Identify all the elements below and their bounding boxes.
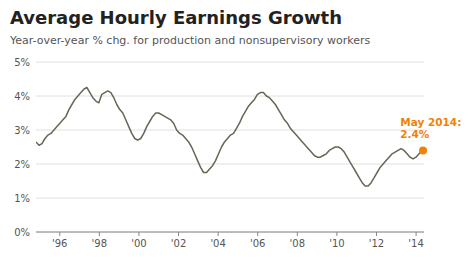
x-tick xyxy=(336,232,337,236)
y-tick-label: 1% xyxy=(14,193,30,204)
line xyxy=(36,88,422,187)
x-tick-label: '02 xyxy=(171,238,186,249)
y-tick-label: 0% xyxy=(14,227,30,238)
annotation-line: May 2014: xyxy=(400,116,461,128)
x-tick xyxy=(257,232,258,236)
x-tick-label: '04 xyxy=(210,238,225,249)
x-tick xyxy=(376,232,377,236)
grid-line xyxy=(36,232,424,233)
x-tick xyxy=(138,232,139,236)
grid-line xyxy=(36,198,424,199)
x-tick xyxy=(218,232,219,236)
chart: Average Hourly Earnings Growth Year-over-… xyxy=(0,0,474,260)
grid-line xyxy=(36,62,424,63)
x-tick-label: '96 xyxy=(52,238,67,249)
plot-area xyxy=(36,88,422,187)
grid xyxy=(36,62,424,232)
y-tick-label: 3% xyxy=(14,125,30,136)
x-tick xyxy=(416,232,417,236)
title: Average Hourly Earnings Growth xyxy=(10,7,342,28)
x-tick-label: '98 xyxy=(92,238,107,249)
annotation-line: 2.4% xyxy=(400,128,430,140)
x-tick-label: '00 xyxy=(131,238,146,249)
y-tick-label: 4% xyxy=(14,91,30,102)
subtitle: Year-over-year % chg. for production and… xyxy=(9,34,370,47)
x-tick-label: '06 xyxy=(250,238,265,249)
grid-line xyxy=(36,96,424,97)
x-tick-label: '12 xyxy=(369,238,384,249)
end-dot xyxy=(419,146,427,154)
x-axis xyxy=(36,232,424,233)
x-tick xyxy=(297,232,298,236)
y-tick-label: 2% xyxy=(14,159,30,170)
x-tick-label: '08 xyxy=(290,238,305,249)
grid-line xyxy=(36,164,424,165)
x-tick-label: '10 xyxy=(329,238,344,249)
x-tick xyxy=(178,232,179,236)
y-tick-label: 5% xyxy=(14,57,30,68)
x-tick xyxy=(99,232,100,236)
grid-line xyxy=(36,130,424,131)
x-tick xyxy=(59,232,60,236)
annotation: May 2014:2.4% xyxy=(400,116,461,140)
x-tick-label: '14 xyxy=(408,238,423,249)
